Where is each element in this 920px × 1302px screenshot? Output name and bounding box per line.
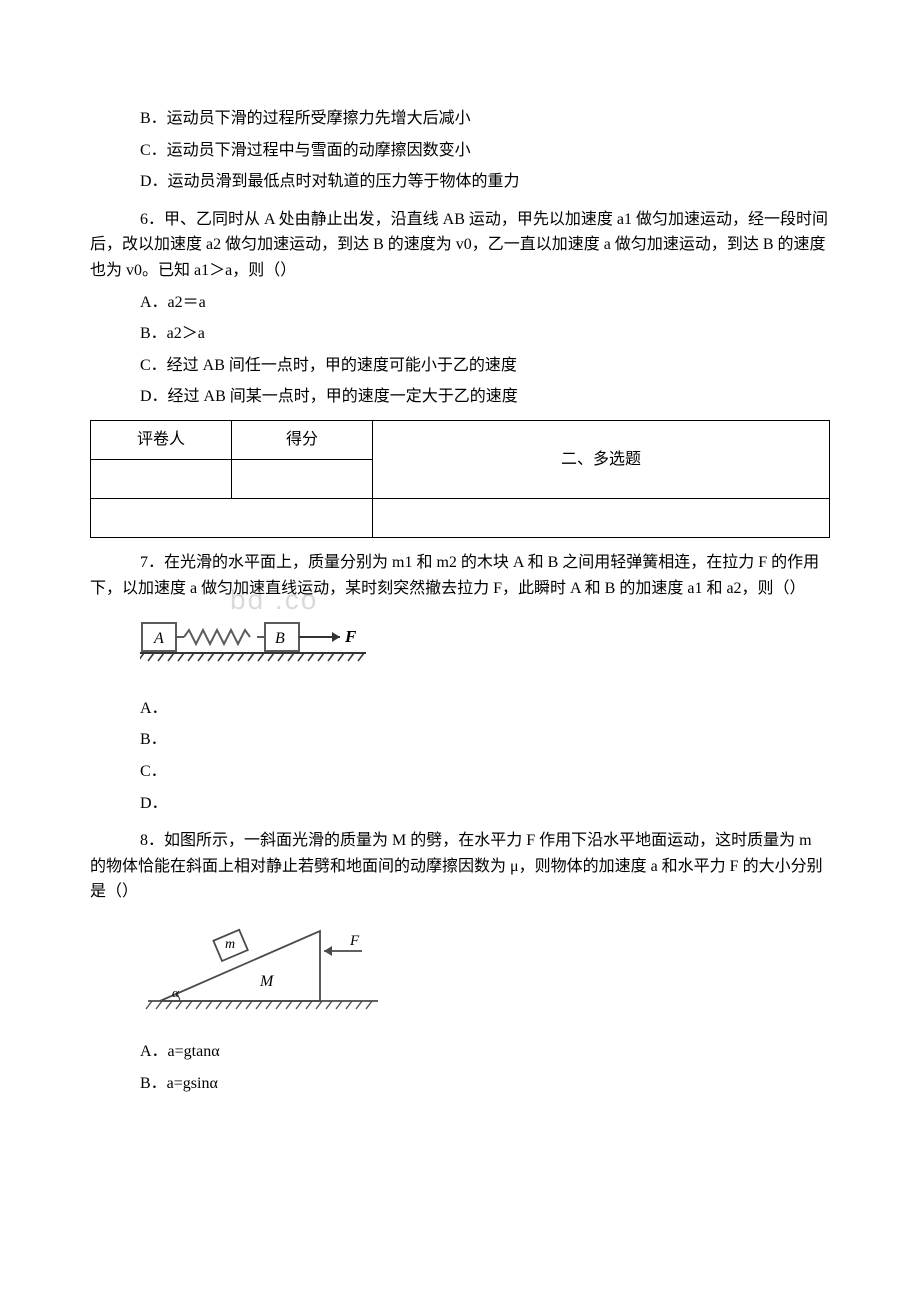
table-cell-score	[232, 459, 373, 498]
q8-option-b: B．a=gsinα	[140, 1071, 830, 1097]
table-cell-merged	[91, 498, 373, 537]
q7-arrow-head	[332, 632, 340, 642]
q7-spring	[184, 630, 250, 644]
q7-option-d: D．	[140, 791, 830, 817]
table-cell-evaluator	[91, 459, 232, 498]
q8-ground-hatch	[146, 1001, 372, 1009]
q7-stem: 7．在光滑的水平面上，质量分别为 m1 和 m2 的木块 A 和 B 之间用轻弹…	[90, 550, 830, 601]
q8-option-a: A．a=gtanα	[140, 1039, 830, 1065]
q5-option-c: C．运动员下滑过程中与雪面的动摩擦因数变小	[140, 138, 830, 164]
q7-option-a: A．	[140, 696, 830, 722]
q8-figure: M m α F	[140, 921, 830, 1030]
q6-option-a: A．a2＝a	[140, 290, 830, 316]
q7-label-f: F	[344, 627, 357, 646]
q6-option-d: D．经过 AB 间某一点时，甲的速度一定大于乙的速度	[140, 384, 830, 410]
q5-option-b: B．运动员下滑的过程所受摩擦力先增大后减小	[140, 106, 830, 132]
q8-label-f: F	[349, 933, 360, 949]
q8-label-big-m: M	[259, 973, 275, 990]
q8-stem: 8．如图所示，一斜面光滑的质量为 M 的劈，在水平力 F 作用下沿水平地面运动，…	[90, 828, 830, 905]
q8-label-alpha: α	[172, 985, 180, 1000]
section-title-cell: 二、多选题	[373, 420, 830, 498]
q8-label-small-m: m	[225, 937, 235, 952]
q7-figure: A B F	[140, 617, 830, 686]
section-table: 评卷人 得分 二、多选题	[90, 420, 830, 538]
table-cell-right	[373, 498, 830, 537]
q6-stem: 6．甲、乙同时从 A 处由静止出发，沿直线 AB 运动，甲先以加速度 a1 做匀…	[90, 207, 830, 284]
table-header-score: 得分	[232, 420, 373, 459]
q7-option-b: B．	[140, 727, 830, 753]
q5-option-d: D．运动员滑到最低点时对轨道的压力等于物体的重力	[140, 169, 830, 195]
q7-label-b: B	[275, 630, 285, 647]
q8-arrow-head	[324, 946, 332, 956]
table-header-evaluator: 评卷人	[91, 420, 232, 459]
q6-option-c: C．经过 AB 间任一点时，甲的速度可能小于乙的速度	[140, 353, 830, 379]
q6-option-b: B．a2＞a	[140, 321, 830, 347]
q7-option-c: C．	[140, 759, 830, 785]
q7-ground-hatch	[140, 653, 364, 661]
q7-label-a: A	[153, 630, 164, 647]
